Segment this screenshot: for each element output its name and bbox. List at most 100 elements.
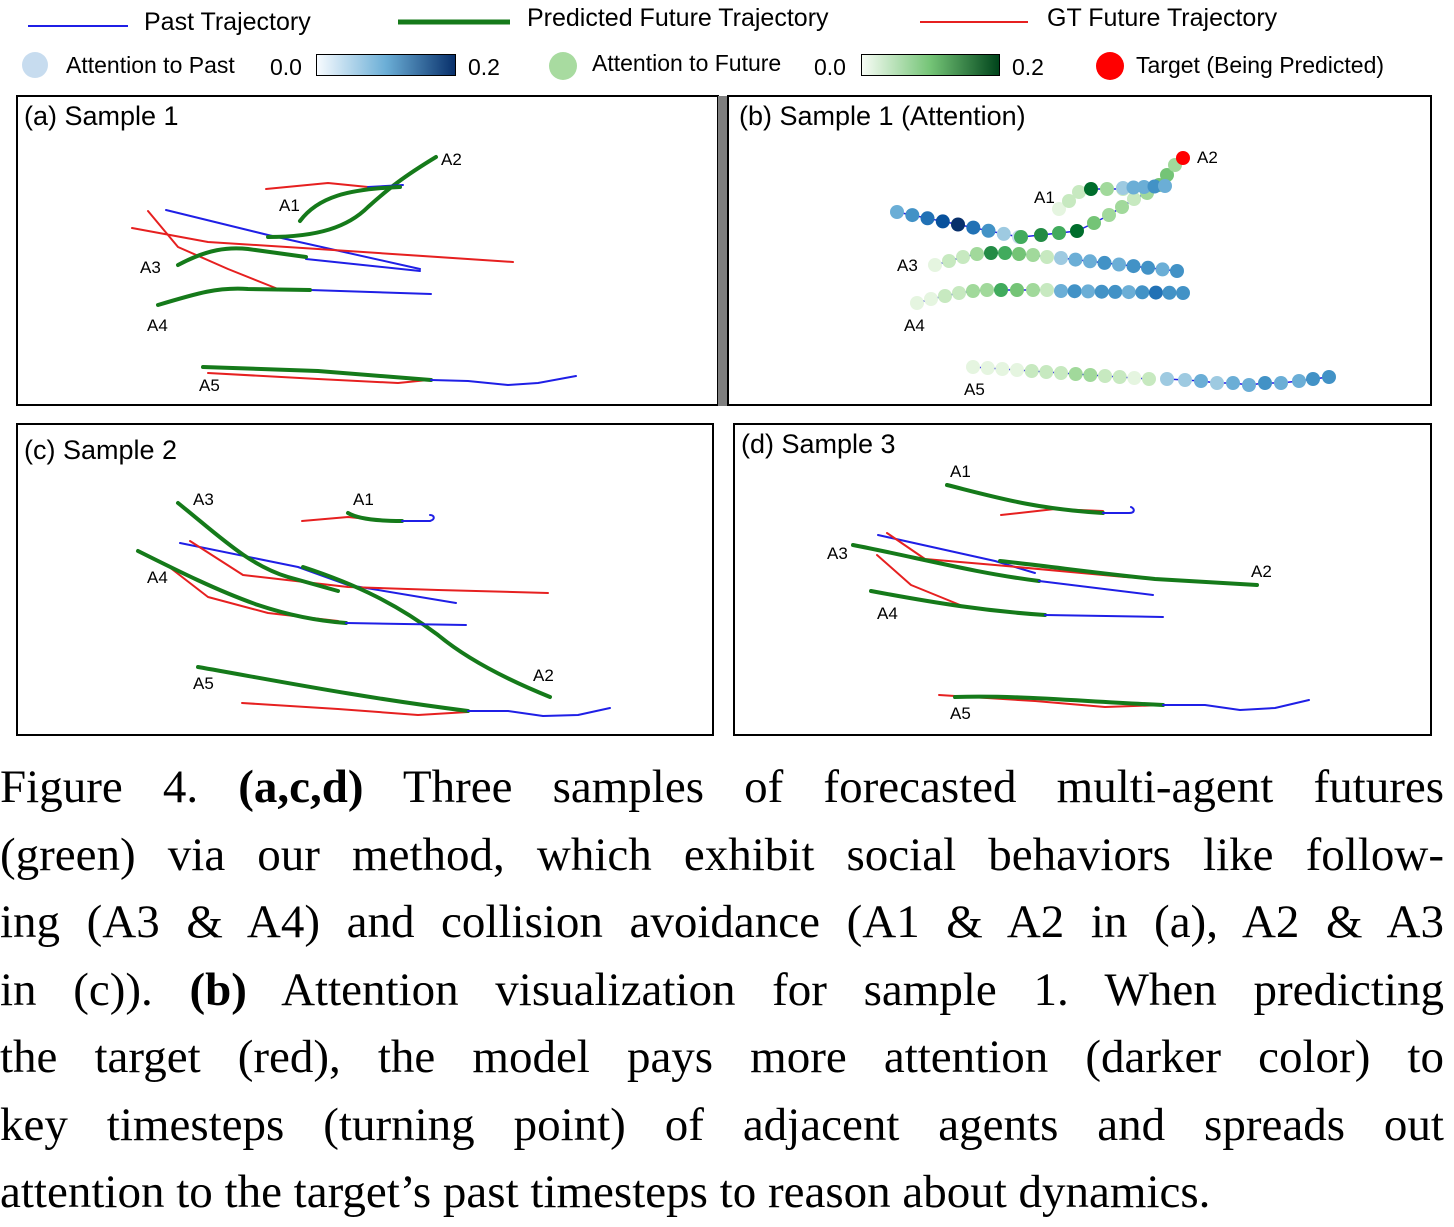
d-a2-gt xyxy=(886,532,1256,586)
attn-a4-past-dot xyxy=(1121,285,1136,300)
attn-a3-future-dot xyxy=(998,246,1012,260)
panel-d-plot: A1 A3 A2 A4 A5 xyxy=(827,462,1310,723)
attn-a4-past-dot xyxy=(1081,284,1096,299)
d-a2-past xyxy=(877,534,1036,574)
c-a2-gt xyxy=(189,540,549,594)
a-a3-past xyxy=(305,258,421,272)
attention-future-min: 0.0 xyxy=(814,54,846,80)
c-label-a3: A3 xyxy=(193,490,214,509)
attn-a5-future-dot xyxy=(1083,368,1098,382)
attn-a4-past-dot xyxy=(1162,285,1177,300)
attn-a2-future-dot xyxy=(1160,168,1174,182)
attn-a5-future-dot xyxy=(1010,363,1024,377)
attn-a4-future-dot xyxy=(952,286,966,300)
attn-a3-past-dot xyxy=(1155,262,1170,277)
attn-a3-past-dot xyxy=(1068,252,1083,267)
attn-a4-future-dot xyxy=(1026,283,1040,297)
d-a5-pred xyxy=(953,694,1165,707)
attn-a4-past-dot xyxy=(1135,285,1150,300)
attention-past-colorbar xyxy=(316,54,456,76)
attn-a3-past-dot xyxy=(1097,255,1112,270)
target-dot-icon xyxy=(1096,52,1124,80)
a-label-a1: A1 xyxy=(279,196,300,215)
attn-a5-future-dot xyxy=(980,361,995,375)
attn-a2-past-dot xyxy=(951,217,965,232)
attn-a5-future-dot xyxy=(1142,372,1156,386)
attn-a5-past-dot xyxy=(1210,376,1224,390)
c-label-a4: A4 xyxy=(147,568,168,587)
attn-a5-future-dot xyxy=(995,362,1010,376)
b-label-a4: A4 xyxy=(904,316,925,335)
attn-a2-future-dot xyxy=(1052,226,1066,240)
gt-future-swatch xyxy=(920,21,1028,23)
attention-future-colorbar xyxy=(861,54,1000,76)
attn-a5-past-dot xyxy=(1258,376,1272,390)
attention-past-dot-icon xyxy=(22,52,48,78)
figure-caption: Figure 4. (a,c,d) Three samples of forec… xyxy=(0,754,1444,1227)
attn-a1-past-dot xyxy=(1147,179,1162,194)
panel-a-title: (a) Sample 1 xyxy=(24,101,179,131)
attn-a2-past-dot xyxy=(966,220,981,235)
attn-a5-future-dot xyxy=(1098,369,1112,383)
attn-a5-future-dot xyxy=(1024,364,1039,378)
panel-d-sample-3: (d) Sample 3 A1 A3 A2 A4 xyxy=(733,423,1432,736)
attn-a2-future-dot xyxy=(1127,192,1141,206)
attn-a3-past-dot xyxy=(1083,254,1097,269)
a-a5-pred xyxy=(201,365,433,382)
attn-a1-past-dot xyxy=(1137,180,1151,194)
attn-a5-past-dot xyxy=(1322,370,1336,384)
caption-line-2: (green) via our method, which exhibit so… xyxy=(0,828,1444,881)
attn-a4-future-dot xyxy=(966,284,980,298)
attn-a2-future-dot xyxy=(1070,224,1084,238)
attn-a5-past-dot xyxy=(1274,376,1288,390)
d-label-a4: A4 xyxy=(877,604,898,623)
d-a1-past xyxy=(1102,506,1135,514)
caption-line-7: attention to the target’s past timesteps… xyxy=(0,1166,1211,1218)
d-a5-past xyxy=(1162,699,1310,711)
legend-predicted-future: Predicted Future Trajectory xyxy=(527,4,829,32)
c-a5-past xyxy=(467,707,611,717)
legend-attention-past: Attention to Past xyxy=(66,52,235,78)
a-a2-past xyxy=(165,209,421,270)
attn-a2-past-dot xyxy=(996,226,1011,241)
attn-a5-future-dot xyxy=(1127,371,1142,385)
attn-a5-past-dot xyxy=(1178,373,1192,387)
attn-a4-future-dot xyxy=(980,283,994,297)
attn-a1-future-dot xyxy=(1052,202,1066,216)
caption-line-6: key timesteps (turning point) of adjacen… xyxy=(0,1098,1444,1151)
attn-a4-past-dot xyxy=(1176,286,1190,300)
panel-a-plot: A2 A1 A3 A4 A5 xyxy=(131,150,577,395)
attn-a5-past-dot xyxy=(1306,372,1320,386)
caption-line-4: in (c)). (b) Attention visualization for… xyxy=(0,963,1444,1016)
panel-c-plot: A3 A1 A4 A2 A5 xyxy=(136,490,611,717)
attn-a3-future-dot xyxy=(1026,248,1040,262)
d-a2-pred xyxy=(998,559,1259,587)
attention-future-dot-icon xyxy=(549,52,577,80)
c-label-a1: A1 xyxy=(353,490,374,509)
c-label-a5: A5 xyxy=(193,674,214,693)
panel-b-title: (b) Sample 1 (Attention) xyxy=(739,101,1026,131)
d-label-a3: A3 xyxy=(827,544,848,563)
attn-a5-past-dot xyxy=(1242,378,1256,392)
panel-divider xyxy=(718,96,727,406)
c-a5-pred xyxy=(196,665,470,713)
b-label-a2: A2 xyxy=(1197,148,1218,167)
panel-b-plot: A2 A1 A3 A4 A5 xyxy=(890,148,1336,399)
attention-future-max: 0.2 xyxy=(1012,54,1044,80)
c-a1-pred xyxy=(346,511,404,523)
attn-a4-future-dot xyxy=(924,292,938,306)
attn-a2-past-dot xyxy=(935,214,950,229)
a-a5-past xyxy=(430,375,577,386)
legend-row-2: Attention to Past 0.0 0.2 Attention to F… xyxy=(0,46,1454,86)
attn-a5-future-dot xyxy=(966,360,980,374)
attn-a2-past-dot xyxy=(890,205,904,219)
legend-row-1: Past Trajectory Predicted Future Traject… xyxy=(0,4,1454,44)
a-a4-pred xyxy=(156,286,312,307)
attn-a3-future-dot xyxy=(1012,247,1026,261)
attn-a4-future-dot xyxy=(938,289,952,303)
attn-a4-future-dot xyxy=(1010,283,1024,297)
attn-a4-future-line xyxy=(916,289,1047,304)
attn-a1-future-dot xyxy=(1062,194,1076,208)
d-a4-pred xyxy=(869,589,1047,617)
c-label-a2: A2 xyxy=(533,666,554,685)
